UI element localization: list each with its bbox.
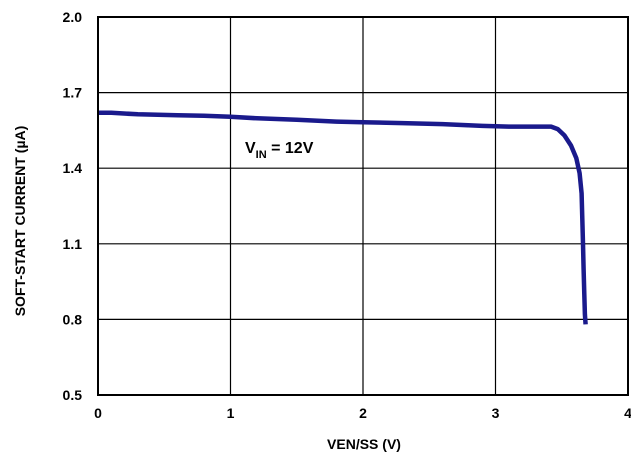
y-tick-label: 2.0 [63,9,83,25]
y-tick-label: 0.8 [63,311,83,327]
y-tick-label: 0.5 [63,387,83,403]
y-tick-labels: 0.5 0.8 1.1 1.4 1.7 2.0 [63,9,83,403]
grid-lines [98,17,628,395]
x-tick-label: 2 [359,405,367,421]
plot-area-frame [97,16,629,396]
vin-annotation-value: = 12V [267,140,314,157]
x-tick-label: 4 [624,405,631,421]
series-layer [98,110,588,325]
vin-annotation-main: V [245,140,256,157]
x-tick-labels: 0 1 2 3 4 [94,405,631,421]
y-tick-label: 1.7 [63,85,83,101]
vin-annotation-subscript: IN [256,149,267,161]
vin-annotation: VIN = 12V [245,140,314,161]
y-axis-title: SOFT-START CURRENT (µA) [12,126,28,317]
y-tick-label: 1.4 [63,160,83,176]
x-tick-label: 0 [94,405,102,421]
y-tick-label: 1.1 [63,236,83,252]
x-tick-label: 3 [492,405,500,421]
x-axis-title: VEN/SS (V) [327,436,401,452]
series-line-0 [98,110,588,325]
x-tick-label: 1 [227,405,235,421]
